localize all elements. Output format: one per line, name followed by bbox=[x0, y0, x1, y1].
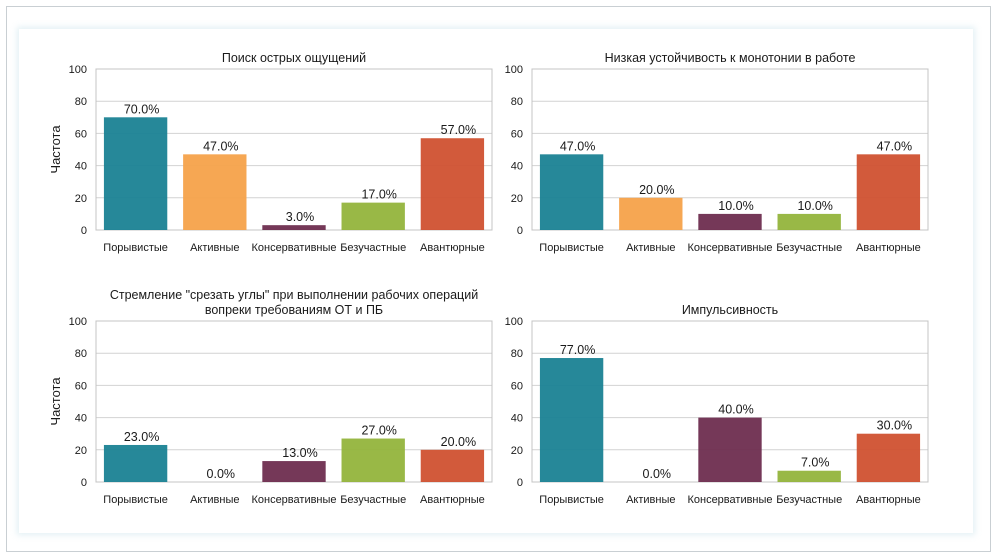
y-axis-label: Частота bbox=[48, 125, 63, 174]
bar-Порывистые bbox=[103, 444, 168, 482]
x-tick-label: Безучастные bbox=[340, 242, 406, 254]
x-tick-label: Активные bbox=[626, 242, 675, 254]
x-tick-label: Активные bbox=[626, 494, 675, 506]
data-label: 47.0% bbox=[877, 139, 912, 153]
bar-Безучастные bbox=[341, 438, 405, 482]
y-tick-label: 100 bbox=[505, 316, 523, 328]
y-tick-label: 40 bbox=[75, 161, 87, 173]
x-tick-label: Авантюрные bbox=[420, 494, 485, 506]
x-tick-label: Безучастные bbox=[340, 494, 406, 506]
data-label: 20.0% bbox=[639, 183, 674, 197]
data-label: 70.0% bbox=[124, 102, 159, 116]
x-tick-label: Консервативные bbox=[251, 242, 336, 254]
y-tick-label: 60 bbox=[511, 128, 523, 140]
y-tick-label: 20 bbox=[75, 445, 87, 457]
bar-Порывистые bbox=[103, 117, 168, 230]
x-tick-label: Консервативные bbox=[687, 494, 772, 506]
x-tick-label: Порывистые bbox=[539, 494, 604, 506]
x-tick-label: Порывистые bbox=[103, 494, 168, 506]
y-tick-label: 0 bbox=[517, 225, 523, 237]
bar-Консервативные bbox=[262, 225, 326, 230]
data-label: 20.0% bbox=[441, 435, 476, 449]
chart-title: вопреки требованиям ОТ и ПБ bbox=[205, 303, 383, 317]
y-tick-label: 100 bbox=[69, 64, 87, 76]
y-tick-label: 40 bbox=[75, 413, 87, 425]
data-label: 10.0% bbox=[718, 199, 753, 213]
y-tick-label: 100 bbox=[505, 64, 523, 76]
x-tick-label: Порывистые bbox=[103, 242, 168, 254]
x-tick-label: Порывистые bbox=[539, 242, 604, 254]
bar-Безучастные bbox=[777, 213, 841, 230]
chart-title: Низкая устойчивость к монотонии в работе bbox=[605, 51, 856, 65]
y-tick-label: 60 bbox=[75, 128, 87, 140]
chart-panel bbox=[19, 29, 973, 533]
bar-Консервативные bbox=[698, 213, 762, 230]
y-tick-label: 0 bbox=[517, 477, 523, 489]
bar-Консервативные bbox=[262, 461, 326, 482]
chart-title: Импульсивность bbox=[682, 303, 778, 317]
data-label: 27.0% bbox=[361, 424, 396, 438]
y-tick-label: 40 bbox=[511, 413, 523, 425]
bar-Порывистые bbox=[539, 154, 604, 230]
bar-Безучастные bbox=[777, 470, 841, 482]
y-tick-label: 20 bbox=[75, 193, 87, 205]
data-label: 17.0% bbox=[361, 188, 396, 202]
bar-Консервативные bbox=[698, 417, 762, 482]
y-axis-label: Частота bbox=[48, 377, 63, 426]
data-label: 10.0% bbox=[797, 199, 832, 213]
bar-Безучастные bbox=[341, 202, 405, 230]
x-tick-label: Авантюрные bbox=[420, 242, 485, 254]
chart-title: Стремление "срезать углы" при выполнении… bbox=[110, 288, 478, 302]
x-tick-label: Авантюрные bbox=[856, 494, 921, 506]
x-tick-label: Безучастные bbox=[776, 242, 842, 254]
bar-Авантюрные bbox=[420, 138, 485, 230]
data-label: 47.0% bbox=[560, 139, 595, 153]
y-tick-label: 80 bbox=[511, 96, 523, 108]
data-label: 7.0% bbox=[801, 456, 830, 470]
y-tick-label: 60 bbox=[75, 380, 87, 392]
data-label: 30.0% bbox=[877, 419, 912, 433]
data-label: 13.0% bbox=[282, 446, 317, 460]
bar-Порывистые bbox=[539, 358, 604, 482]
y-tick-label: 80 bbox=[511, 348, 523, 360]
data-label: 40.0% bbox=[718, 403, 753, 417]
y-tick-label: 20 bbox=[511, 193, 523, 205]
x-tick-label: Активные bbox=[190, 242, 239, 254]
x-tick-label: Безучастные bbox=[776, 494, 842, 506]
data-label: 23.0% bbox=[124, 430, 159, 444]
y-tick-label: 60 bbox=[511, 380, 523, 392]
x-tick-label: Консервативные bbox=[687, 242, 772, 254]
data-label: 57.0% bbox=[441, 123, 476, 137]
bar-Активные bbox=[619, 197, 683, 230]
x-tick-label: Авантюрные bbox=[856, 242, 921, 254]
bar-Авантюрные bbox=[420, 449, 485, 482]
data-label: 47.0% bbox=[203, 139, 238, 153]
y-tick-label: 80 bbox=[75, 96, 87, 108]
y-tick-label: 40 bbox=[511, 161, 523, 173]
data-label: 77.0% bbox=[560, 343, 595, 357]
data-label: 3.0% bbox=[286, 210, 315, 224]
y-tick-label: 80 bbox=[75, 348, 87, 360]
x-tick-label: Активные bbox=[190, 494, 239, 506]
data-label: 0.0% bbox=[207, 467, 236, 481]
x-tick-label: Консервативные bbox=[251, 494, 336, 506]
data-label: 0.0% bbox=[643, 467, 672, 481]
chart-title: Поиск острых ощущений bbox=[222, 51, 366, 65]
bar-Авантюрные bbox=[856, 154, 921, 230]
y-tick-label: 100 bbox=[69, 316, 87, 328]
y-tick-label: 20 bbox=[511, 445, 523, 457]
bar-Активные bbox=[183, 154, 247, 230]
y-tick-label: 0 bbox=[81, 477, 87, 489]
y-tick-label: 0 bbox=[81, 225, 87, 237]
bar-Авантюрные bbox=[856, 433, 921, 482]
